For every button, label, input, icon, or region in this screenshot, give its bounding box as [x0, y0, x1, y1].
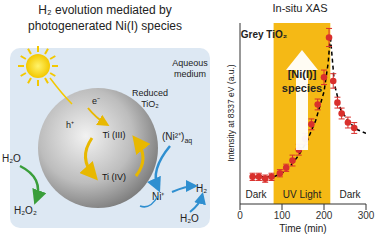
- svg-text:species: species: [282, 82, 322, 94]
- svg-text:Ti (IV): Ti (IV): [102, 172, 126, 182]
- svg-text:H₂: H₂: [196, 183, 207, 194]
- svg-text:medium: medium: [174, 69, 206, 79]
- svg-text:H₂O: H₂O: [180, 213, 199, 224]
- svg-text:Dark: Dark: [339, 189, 361, 200]
- svg-text:In-situ XAS: In-situ XAS: [272, 2, 327, 14]
- svg-text:300: 300: [358, 210, 368, 221]
- svg-text:Time (min): Time (min): [279, 223, 326, 234]
- svg-text:H₂O₂: H₂O₂: [14, 205, 37, 216]
- svg-text:H₂ evolution mediated by: H₂ evolution mediated by: [38, 3, 171, 17]
- svg-text:TiO₂: TiO₂: [141, 99, 159, 109]
- svg-text:UV Light: UV Light: [283, 189, 322, 200]
- svg-text:e⁻: e⁻: [92, 96, 100, 106]
- svg-text:h⁺: h⁺: [66, 120, 74, 130]
- svg-text:Ti (III): Ti (III): [102, 130, 125, 140]
- svg-text:Ni⁺: Ni⁺: [152, 191, 165, 202]
- svg-text:Intensity at 8337 eV (a.u.): Intensity at 8337 eV (a.u.): [226, 64, 236, 162]
- svg-text:200: 200: [316, 210, 333, 221]
- svg-text:H₂O: H₂O: [8, 153, 21, 164]
- svg-text:[Ni(I)]: [Ni(I)]: [288, 68, 317, 80]
- svg-text:Reduced: Reduced: [132, 88, 168, 98]
- svg-text:(Ni²⁺)aq: (Ni²⁺)aq: [162, 131, 192, 145]
- svg-text:Dark: Dark: [245, 189, 267, 200]
- svg-text:Grey TiO₂: Grey TiO₂: [241, 29, 288, 40]
- svg-text:100: 100: [274, 210, 291, 221]
- svg-text:0: 0: [237, 210, 243, 221]
- svg-text:Aqueous: Aqueous: [172, 58, 208, 68]
- svg-text:photogenerated Ni(I) species: photogenerated Ni(I) species: [28, 19, 182, 33]
